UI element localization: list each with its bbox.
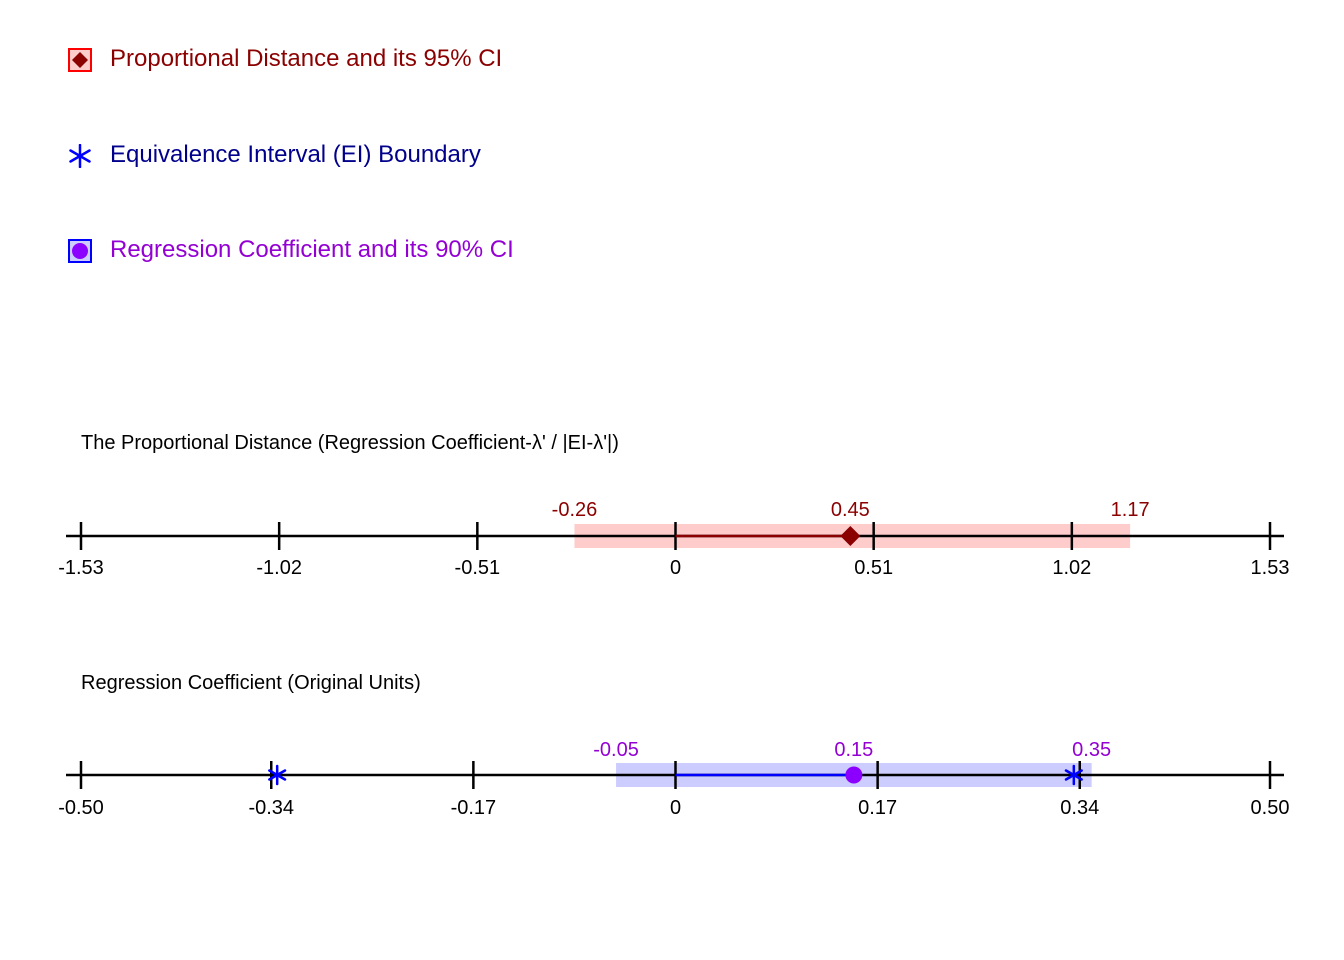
- tick-label: 0: [670, 557, 681, 579]
- value-label-estimate: 0.45: [831, 499, 870, 521]
- legend-label: Regression Coefficient and its 90% CI: [110, 236, 514, 263]
- tick-label: 0.17: [858, 797, 897, 819]
- panel-title: The Proportional Distance (Regression Co…: [81, 432, 619, 454]
- panel-1: The Proportional Distance (Regression Co…: [58, 432, 1289, 579]
- tick-label: -1.02: [256, 557, 302, 579]
- circle-icon: [68, 239, 92, 263]
- legend-item-ei-boundary: Equivalence Interval (EI) Boundary: [68, 141, 481, 169]
- legend-item-regression-coefficient: Regression Coefficient and its 90% CI: [68, 236, 514, 264]
- tick-label: -0.34: [248, 797, 294, 819]
- legend-label: Proportional Distance and its 95% CI: [110, 45, 503, 72]
- tick-label: 0: [670, 797, 681, 819]
- tick-label: -0.51: [455, 557, 501, 579]
- tick-label: 1.02: [1052, 557, 1091, 579]
- ei-stroke: [1064, 769, 1083, 781]
- value-label-upper: 1.17: [1111, 499, 1150, 521]
- ei-boundary-marker: [268, 764, 287, 786]
- panel-title: Regression Coefficient (Original Units): [81, 672, 421, 694]
- tick-label: 0.50: [1251, 797, 1290, 819]
- value-label-lower: -0.05: [593, 739, 639, 761]
- value-label-lower: -0.26: [552, 499, 598, 521]
- value-label-estimate: 0.15: [834, 739, 873, 761]
- tick-label: -1.53: [58, 557, 104, 579]
- diamond-icon: [68, 48, 92, 72]
- tick-label: 1.53: [1251, 557, 1290, 579]
- estimate-marker: [840, 526, 861, 546]
- legend-label: Equivalence Interval (EI) Boundary: [110, 141, 481, 168]
- ei-boundary-marker: [1064, 764, 1083, 786]
- panel-2: Regression Coefficient (Original Units) -…: [58, 672, 1289, 819]
- asterisk-icon: [68, 143, 91, 169]
- tick-label: -0.50: [58, 797, 104, 819]
- ei-stroke: [268, 769, 287, 781]
- tick-label: 0.51: [854, 557, 893, 579]
- value-label-upper: 0.35: [1072, 739, 1111, 761]
- tick-label: 0.34: [1060, 797, 1099, 819]
- estimate-marker: [845, 766, 863, 784]
- tick-label: -0.17: [451, 797, 497, 819]
- legend-item-proportional-distance: Proportional Distance and its 95% CI: [68, 45, 502, 73]
